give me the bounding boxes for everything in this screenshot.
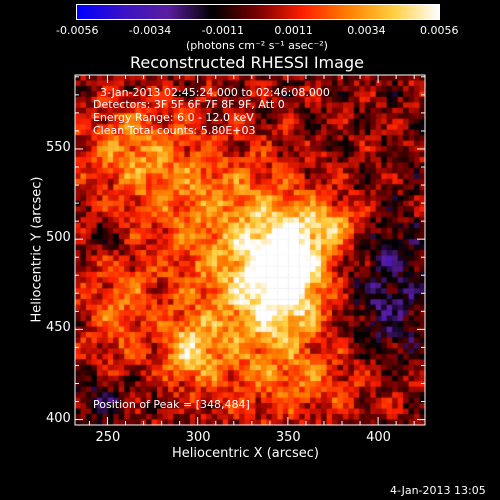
colorbar-tick-label: 0.0056 [420, 24, 459, 37]
chart-title: Reconstructed RHESSI Image [130, 53, 364, 72]
annotation-detectors: Detectors: 3F 5F 6F 7F 8F 9F, Att 0 [93, 98, 285, 111]
annotation-time-range: 3-Jan-2013 02:45:24.000 to 02:46:08.000 [100, 86, 330, 99]
x-tick-label: 350 [275, 430, 301, 445]
colorbar-unit-label: (photons cm⁻² s⁻¹ asec⁻²) [186, 39, 328, 52]
y-tick-label: 500 [46, 230, 71, 246]
colorbar [76, 4, 440, 20]
x-tick-label: 400 [366, 430, 391, 445]
footer-timestamp: 4-Jan-2013 13:05 [390, 484, 486, 497]
x-tick-label: 250 [95, 430, 121, 445]
y-axis-label: Heliocentric Y (arcsec) [29, 176, 45, 323]
plot-frame [74, 74, 426, 426]
colorbar-tick-label: -0.0034 [128, 24, 172, 37]
annotation-energy-range: Energy Range: 6.0 - 12.0 keV [93, 111, 254, 124]
y-tick-label: 550 [46, 139, 71, 155]
annotation-clean-counts: Clean Total counts: 5.80E+03 [93, 124, 256, 137]
y-tick-label: 400 [46, 410, 71, 426]
x-axis-label: Heliocentric X (arcsec) [172, 446, 319, 461]
x-tick-label: 300 [185, 430, 211, 445]
heatmap-image [75, 75, 425, 425]
colorbar-tick-label: 0.0011 [274, 24, 313, 37]
colorbar-tick-label: -0.0011 [201, 24, 245, 37]
colorbar-tick-label: -0.0056 [56, 24, 99, 37]
y-tick-label: 450 [46, 320, 71, 336]
colorbar-tick-label: 0.0034 [347, 24, 386, 37]
annotation-peak-position: Position of Peak = [348,484] [93, 398, 250, 411]
